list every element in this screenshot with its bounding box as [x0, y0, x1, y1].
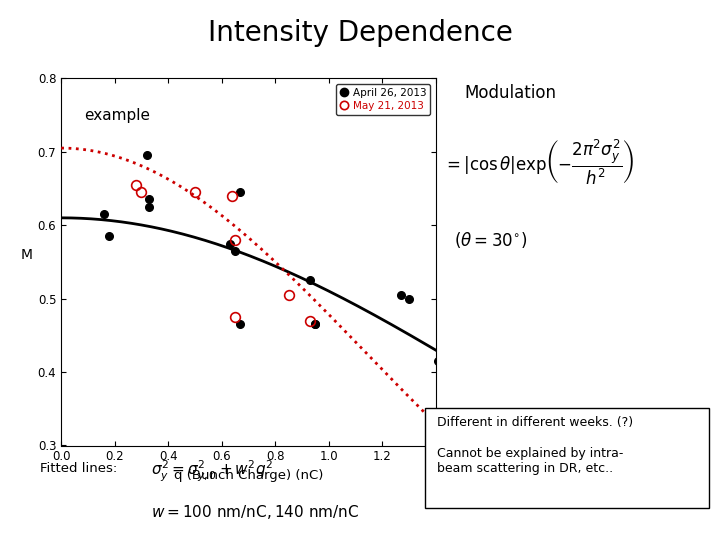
Text: Modulation: Modulation	[464, 84, 557, 102]
Text: Cannot be explained by intra-
beam scattering in DR, etc..: Cannot be explained by intra- beam scatt…	[437, 447, 624, 475]
Text: Different in different weeks. (?): Different in different weeks. (?)	[437, 416, 633, 429]
Text: $=|\cos\theta|\exp\!\left(-\dfrac{2\pi^2\sigma_y^2}{h^2}\right)$: $=|\cos\theta|\exp\!\left(-\dfrac{2\pi^2…	[443, 138, 634, 187]
Text: $\left(\theta=30^{\circ}\right)$: $\left(\theta=30^{\circ}\right)$	[454, 230, 527, 249]
Text: $w=100\ \mathrm{nm/nC},140\ \mathrm{nm/nC}$: $w=100\ \mathrm{nm/nC},140\ \mathrm{nm/n…	[151, 503, 359, 521]
Legend: April 26, 2013, May 21, 2013: April 26, 2013, May 21, 2013	[336, 84, 431, 115]
Text: $\sigma_y^2=\sigma_{y,0}^2+w^2q^2$: $\sigma_y^2=\sigma_{y,0}^2+w^2q^2$	[151, 459, 274, 484]
Text: example: example	[84, 107, 150, 123]
X-axis label: q (Bunch Charge) (nC): q (Bunch Charge) (nC)	[174, 469, 323, 482]
Y-axis label: M: M	[21, 248, 32, 262]
Text: Fitted lines:: Fitted lines:	[40, 462, 117, 475]
Text: Intensity Dependence: Intensity Dependence	[207, 19, 513, 47]
